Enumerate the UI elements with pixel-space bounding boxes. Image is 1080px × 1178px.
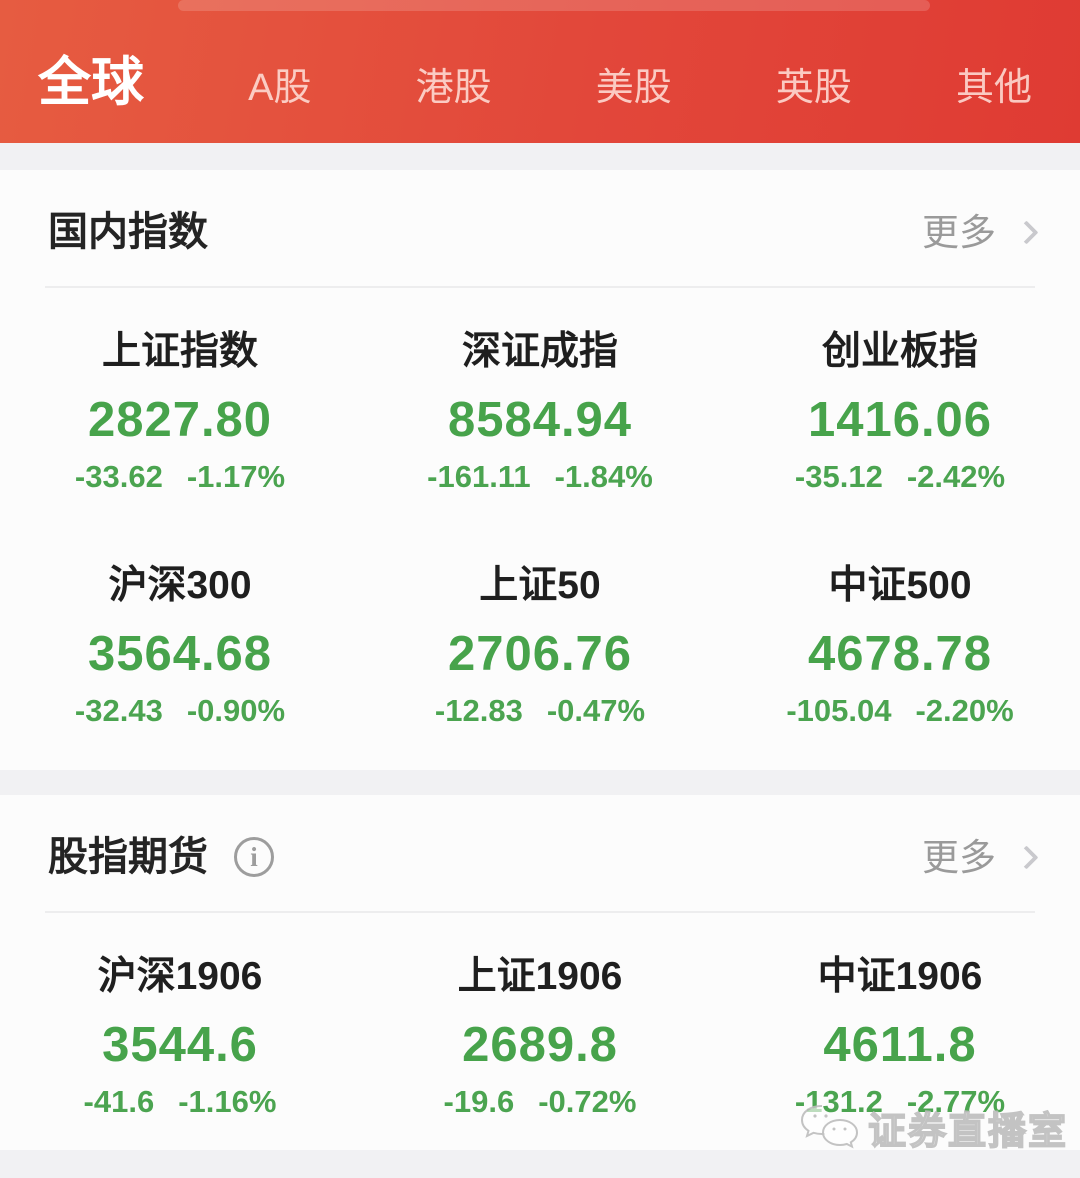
index-value: 8584.94 [447, 393, 633, 447]
indices-grid: 上证指数 2827.80 -33.62 -1.17% 深证成指 8584.94 -… [0, 330, 1080, 728]
market-tab-bar: 全球 A股 港股 美股 英股 其他 [0, 56, 1080, 143]
domestic-indices-card: 国内指数 更多 上证指数 2827.80 -33.62 -1.17% 深证成指 8… [0, 170, 1080, 770]
change-amount: -19.6 [443, 1084, 515, 1119]
change-percent: -2.42% [906, 459, 1006, 494]
index-change: -161.11 -1.84% [360, 460, 720, 494]
index-name: 创业板指 [821, 330, 978, 373]
futures-value: 3544.6 [102, 1018, 258, 1072]
info-icon[interactable]: i [234, 837, 274, 877]
futures-cell-if1906[interactable]: 沪深1906 3544.6 -41.6 -1.16% [0, 955, 360, 1119]
change-amount: -32.43 [74, 693, 163, 728]
change-amount: -41.6 [83, 1084, 155, 1119]
futures-grid: 沪深1906 3544.6 -41.6 -1.16% 上证1906 2689.8 … [0, 955, 1080, 1119]
futures-value: 4611.8 [823, 1018, 977, 1072]
chat-bubbles-logo-icon [800, 1104, 858, 1149]
futures-name: 中证1906 [817, 955, 983, 998]
change-amount: -35.12 [794, 459, 883, 494]
change-amount: -161.11 [427, 459, 531, 494]
futures-change: -41.6 -1.16% [0, 1085, 360, 1119]
index-name: 深证成指 [461, 330, 618, 373]
index-value: 4678.78 [807, 627, 993, 681]
market-tabs-header: 全球 A股 港股 美股 英股 其他 [0, 0, 1080, 143]
change-percent: -2.77% [906, 1084, 1006, 1119]
domestic-indices-header: 国内指数 更多 [0, 170, 1080, 256]
change-percent: -0.47% [546, 693, 646, 728]
index-name: 中证500 [828, 564, 972, 607]
change-amount: -33.62 [74, 459, 163, 494]
change-percent: -1.16% [178, 1084, 277, 1119]
chevron-right-icon [1014, 844, 1039, 870]
futures-value: 2689.8 [462, 1018, 618, 1072]
tab-hk-stocks[interactable]: 港股 [415, 67, 492, 109]
index-value: 3564.68 [87, 627, 273, 681]
futures-cell-ih1906[interactable]: 上证1906 2689.8 -19.6 -0.72% [360, 955, 720, 1119]
status-bar-highlight [178, 0, 930, 11]
index-cell-sse50[interactable]: 上证50 2706.76 -12.83 -0.47% [360, 564, 720, 728]
change-amount: -12.83 [434, 693, 523, 728]
watermark-text: 证券直播室 [867, 1110, 1068, 1154]
index-value: 1416.06 [807, 393, 993, 447]
change-percent: -0.90% [186, 693, 286, 728]
tab-a-shares[interactable]: A股 [248, 67, 312, 109]
tab-global[interactable]: 全球 [38, 53, 144, 112]
index-value: 2706.76 [447, 627, 633, 681]
tab-us-stocks[interactable]: 美股 [595, 67, 672, 109]
index-value: 2827.80 [87, 393, 273, 447]
futures-name: 上证1906 [457, 955, 623, 998]
change-percent: -1.84% [554, 459, 653, 494]
index-cell-szse-component[interactable]: 深证成指 8584.94 -161.11 -1.84% [360, 330, 720, 494]
index-futures-card: 股指期货 i 更多 沪深1906 3544.6 -41.6 -1.16% 上证19… [0, 795, 1080, 1150]
index-name: 沪深300 [108, 564, 252, 607]
index-cell-chinext[interactable]: 创业板指 1416.06 -35.12 -2.42% [720, 330, 1080, 494]
change-percent: -2.20% [915, 693, 1014, 728]
tab-other[interactable]: 其他 [955, 67, 1032, 109]
section-title-domestic-indices: 国内指数 [48, 210, 208, 254]
index-cell-csi500[interactable]: 中证500 4678.78 -105.04 -2.20% [720, 564, 1080, 728]
more-label: 更多 [922, 211, 996, 253]
change-percent: -0.72% [538, 1084, 637, 1119]
index-name: 上证指数 [101, 330, 258, 373]
index-futures-header: 股指期货 i 更多 [0, 795, 1080, 881]
section-divider [45, 911, 1035, 913]
index-change: -35.12 -2.42% [720, 460, 1080, 494]
change-percent: -1.17% [186, 459, 286, 494]
index-cell-sse-composite[interactable]: 上证指数 2827.80 -33.62 -1.17% [0, 330, 360, 494]
tab-uk-stocks[interactable]: 英股 [775, 67, 852, 109]
section-divider [45, 286, 1035, 288]
domestic-indices-more-link[interactable]: 更多 [922, 211, 1039, 253]
index-cell-csi300[interactable]: 沪深300 3564.68 -32.43 -0.90% [0, 564, 360, 728]
index-futures-more-link[interactable]: 更多 [922, 836, 1039, 878]
futures-name: 沪深1906 [97, 955, 263, 998]
more-label: 更多 [922, 836, 996, 878]
watermark: 证券直播室 [798, 1100, 1068, 1155]
index-name: 上证50 [479, 564, 601, 607]
futures-change: -19.6 -0.72% [360, 1085, 720, 1119]
chevron-right-icon [1014, 219, 1039, 245]
index-change: -12.83 -0.47% [360, 694, 720, 728]
index-change: -32.43 -0.90% [0, 694, 360, 728]
index-change: -105.04 -2.20% [720, 694, 1080, 728]
section-title-index-futures: 股指期货 [48, 835, 208, 879]
futures-cell-ic1906[interactable]: 中证1906 4611.8 -131.2 -2.77% [720, 955, 1080, 1119]
index-change: -33.62 -1.17% [0, 460, 360, 494]
change-amount: -105.04 [786, 693, 892, 728]
